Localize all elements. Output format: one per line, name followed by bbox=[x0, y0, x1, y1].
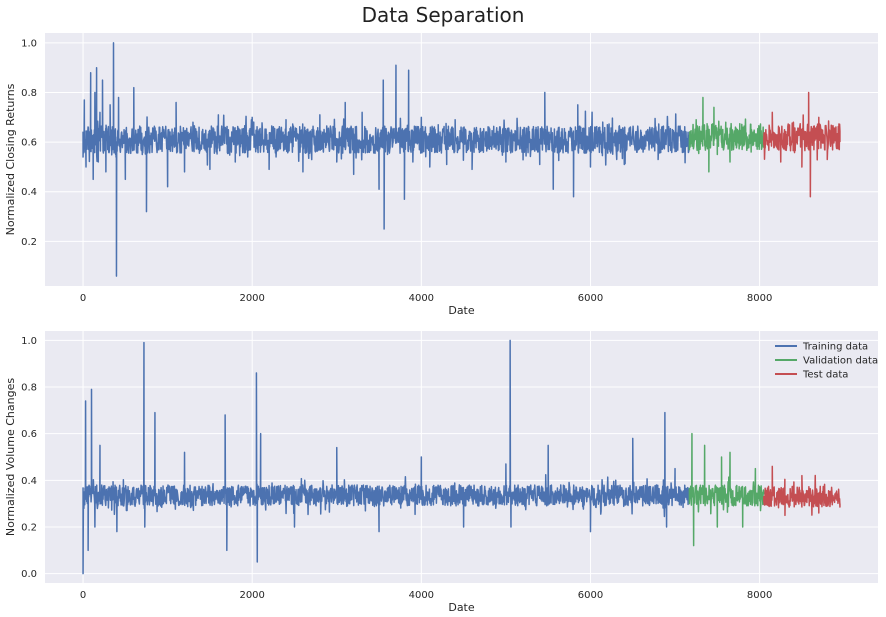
y-tick-label: 0.8 bbox=[21, 88, 37, 99]
y-tick-label: 0.4 bbox=[21, 476, 37, 487]
series-line-test-data bbox=[763, 465, 841, 517]
y-tick-label: 1.0 bbox=[21, 336, 37, 347]
x-axis-label: Date bbox=[448, 304, 475, 317]
x-tick-label: 0 bbox=[80, 293, 86, 304]
x-tick-label: 4000 bbox=[409, 590, 434, 601]
plot-area-1 bbox=[45, 33, 878, 286]
y-tick-label: 0.6 bbox=[21, 429, 37, 440]
x-tick-label: 8000 bbox=[747, 293, 772, 304]
x-tick-label: 6000 bbox=[578, 293, 603, 304]
legend-entry: Test data bbox=[802, 370, 848, 381]
y-tick-label: 0.6 bbox=[21, 138, 37, 149]
series-line-training-data bbox=[82, 42, 691, 277]
x-tick-label: 8000 bbox=[747, 590, 772, 601]
series-line-test-data bbox=[763, 91, 841, 198]
y-tick-label: 0.4 bbox=[21, 187, 37, 198]
y-axis-label: Normalized Closing Returns bbox=[4, 83, 17, 235]
x-tick-label: 6000 bbox=[578, 590, 603, 601]
figure-title: Data Separation bbox=[361, 3, 525, 27]
y-tick-label: 0.2 bbox=[21, 237, 37, 248]
plot-area-2 bbox=[45, 331, 878, 583]
y-tick-label: 0.2 bbox=[21, 523, 37, 534]
x-tick-label: 0 bbox=[80, 590, 86, 601]
x-tick-label: 4000 bbox=[409, 293, 434, 304]
legend-entry: Training data bbox=[802, 342, 868, 353]
y-axis-label: Normalized Volume Changes bbox=[4, 378, 17, 536]
x-tick-label: 2000 bbox=[239, 293, 264, 304]
x-axis-label: Date bbox=[448, 601, 475, 614]
y-tick-label: 0.8 bbox=[21, 383, 37, 394]
series-line-validation-data bbox=[688, 96, 765, 173]
legend-entry: Validation data bbox=[803, 356, 878, 367]
y-tick-label: 1.0 bbox=[21, 38, 37, 49]
x-tick-label: 2000 bbox=[239, 590, 264, 601]
series-line-validation-data bbox=[688, 432, 765, 547]
y-tick-label: 0.0 bbox=[21, 569, 37, 580]
series-line-training-data bbox=[82, 339, 691, 575]
